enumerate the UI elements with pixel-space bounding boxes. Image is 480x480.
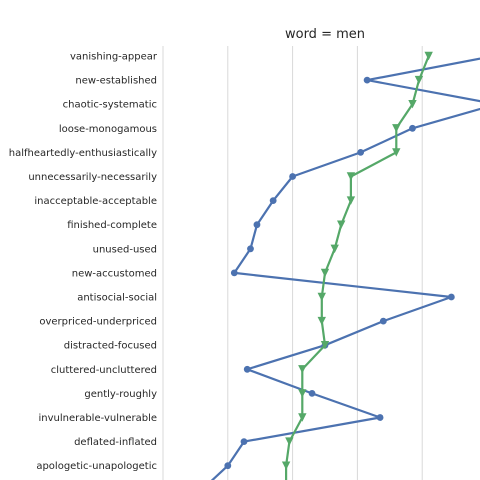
data-point bbox=[247, 245, 254, 252]
data-point bbox=[448, 294, 455, 301]
y-tick-label: new-established bbox=[75, 76, 157, 87]
y-tick-label: finished-complete bbox=[67, 220, 157, 231]
data-point bbox=[298, 389, 306, 397]
y-tick-label: chaotic-systematic bbox=[63, 100, 157, 111]
data-point bbox=[409, 125, 416, 132]
grid-layer bbox=[163, 46, 480, 480]
data-point bbox=[392, 148, 400, 156]
data-point bbox=[318, 293, 326, 301]
y-tick-label: deflated-inflated bbox=[74, 437, 157, 448]
data-point bbox=[377, 414, 384, 421]
data-point bbox=[224, 462, 231, 469]
y-tick-label: loose-monogamous bbox=[59, 124, 157, 135]
data-point bbox=[298, 365, 306, 373]
data-point bbox=[254, 221, 261, 228]
data-point bbox=[337, 221, 345, 229]
data-point bbox=[282, 462, 290, 470]
data-point bbox=[270, 197, 277, 204]
data-point bbox=[321, 269, 329, 277]
data-point bbox=[424, 52, 432, 60]
y-tick-label: gently-roughly bbox=[84, 389, 157, 400]
data-point bbox=[298, 413, 306, 421]
series-1 bbox=[198, 53, 480, 480]
data-point bbox=[244, 366, 251, 373]
y-tick-label: vanishing-appear bbox=[70, 52, 158, 63]
data-point bbox=[380, 318, 387, 325]
y-tick-label: cluttered-uncluttered bbox=[51, 365, 157, 376]
y-tick-label: antisocial-social bbox=[77, 293, 157, 304]
y-tick-label: distracted-focused bbox=[64, 341, 157, 352]
y-tick-label: invulnerable-vulnerable bbox=[38, 413, 157, 424]
data-point bbox=[357, 149, 364, 156]
y-tick-label: apologetic-unapologetic bbox=[36, 461, 157, 472]
chart-title: word = men bbox=[285, 27, 365, 42]
data-point bbox=[318, 317, 326, 325]
series-line bbox=[202, 56, 480, 480]
data-point bbox=[289, 173, 296, 180]
data-point bbox=[392, 124, 400, 132]
data-point bbox=[309, 390, 316, 397]
y-tick-label: new-accustomed bbox=[72, 268, 157, 279]
data-point bbox=[347, 172, 355, 180]
data-point bbox=[241, 438, 248, 445]
data-point bbox=[347, 196, 355, 204]
data-point bbox=[231, 270, 238, 277]
y-tick-label: unused-used bbox=[93, 244, 157, 255]
data-point bbox=[364, 77, 371, 84]
y-tick-label: halfheartedly-enthusiastically bbox=[9, 148, 157, 159]
series-layer bbox=[198, 52, 480, 480]
y-tick-label: overpriced-underpriced bbox=[39, 317, 157, 328]
y-tick-label: inacceptable-acceptable bbox=[34, 196, 157, 207]
data-point bbox=[331, 245, 339, 253]
y-tick-labels: vanishing-appear new-established chaotic-s… bbox=[9, 52, 158, 473]
y-tick-label: unnecessarily-necessarily bbox=[28, 172, 157, 183]
